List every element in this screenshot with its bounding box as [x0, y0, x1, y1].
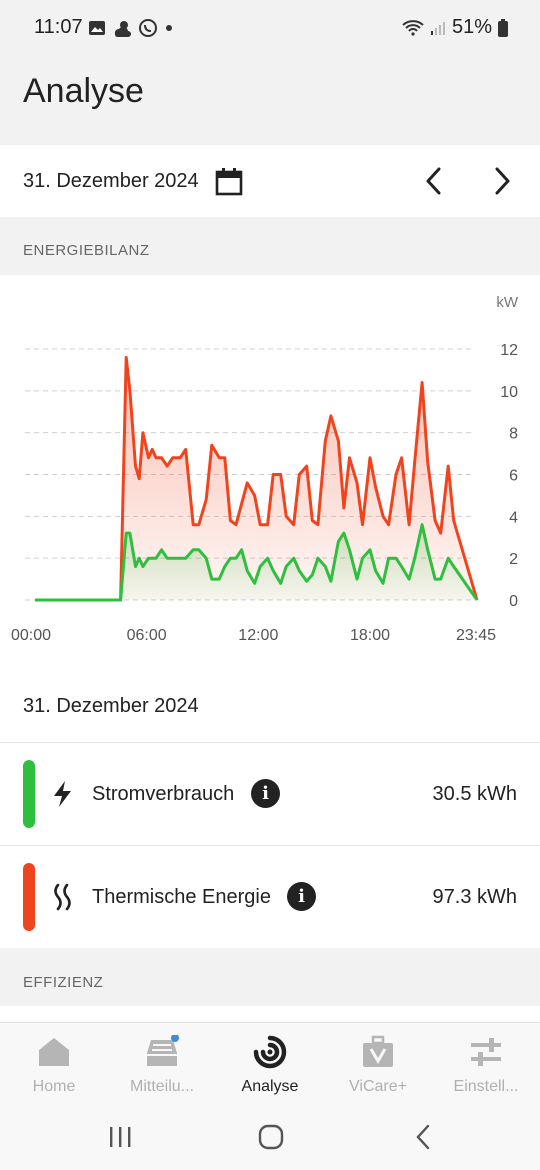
series-line — [35, 523, 479, 602]
x-tick-label: 06:00 — [127, 627, 167, 644]
bottom-navigation: Home Mitteilu... Analyse ViCare+ — [0, 1022, 540, 1106]
home-icon — [39, 1038, 69, 1066]
series-area — [35, 524, 477, 600]
x-tick-label: 12:00 — [238, 627, 278, 644]
thermische-energie-label: Thermische Energie — [92, 886, 271, 908]
y-unit-label: kW — [496, 294, 519, 311]
series-area — [35, 357, 477, 600]
series-color-indicator — [23, 760, 35, 828]
previous-day-button[interactable] — [420, 166, 450, 196]
signal-icon — [430, 21, 445, 35]
list-item-stromverbrauch[interactable]: Stromverbrauch i 30.5 kWh — [0, 742, 540, 845]
status-bar: 11:07 51% — [0, 0, 540, 56]
nav-messages-label: Mitteilu... — [129, 1078, 194, 1095]
whatsapp-icon — [139, 19, 157, 37]
dot-icon — [166, 25, 172, 31]
battery-icon — [498, 18, 508, 37]
energy-chart-panel: kW 12 10 8 6 4 2 0 00:00 06:00 12:00 18:00 23:45 — [0, 275, 540, 685]
divider — [0, 845, 540, 846]
list-item-thermische-energie[interactable]: Thermische Energie i 97.3 kWh — [0, 845, 540, 948]
wifi-icon — [402, 19, 424, 36]
status-right: 51% — [402, 16, 508, 39]
stromverbrauch-value: 30.5 kWh — [432, 783, 517, 805]
thermische-energie-value: 97.3 kWh — [432, 886, 517, 908]
info-icon[interactable]: i — [287, 882, 316, 911]
nav-messages[interactable]: Mitteilu... — [108, 1023, 216, 1107]
nav-home[interactable]: Home — [0, 1023, 108, 1107]
y-tick-label: 6 — [509, 468, 518, 485]
y-tick-label: 12 — [500, 342, 518, 359]
y-tick-label: 8 — [509, 426, 518, 443]
analyse-icon — [253, 1035, 287, 1069]
sliders-icon — [471, 1038, 501, 1066]
back-button[interactable] — [414, 1124, 432, 1150]
page-title: Analyse — [23, 72, 144, 110]
summary-date: 31. Dezember 2024 — [23, 695, 199, 717]
nav-settings-label: Einstell... — [453, 1078, 519, 1095]
home-button[interactable] — [258, 1124, 284, 1150]
lightning-icon — [54, 781, 71, 807]
x-tick-label: 23:45 — [456, 627, 496, 644]
inbox-icon — [147, 1035, 179, 1066]
calendar-icon[interactable] — [215, 167, 243, 197]
info-icon[interactable]: i — [251, 779, 280, 808]
x-tick-label: 00:00 — [11, 627, 51, 644]
notification-icons — [88, 18, 174, 38]
section-efficiency: EFFIZIENZ — [0, 948, 540, 1006]
summary-panel: 31. Dezember 2024 Stromverbrauch i 30.5 … — [0, 685, 540, 948]
selected-date[interactable]: 31. Dezember 2024 — [23, 170, 199, 192]
vicare-bag-icon — [363, 1035, 393, 1067]
stromverbrauch-label: Stromverbrauch — [92, 783, 235, 805]
date-selector: 31. Dezember 2024 — [0, 145, 540, 217]
series-line — [35, 355, 479, 602]
y-tick-label: 0 — [509, 593, 518, 610]
y-tick-label: 4 — [509, 509, 518, 526]
weather-icon — [114, 21, 131, 37]
next-day-button[interactable] — [486, 166, 516, 196]
nav-analyse[interactable]: Analyse — [216, 1023, 324, 1107]
nav-analyse-label: Analyse — [241, 1078, 299, 1095]
efficiency-panel — [0, 1006, 540, 1022]
y-tick-label: 10 — [500, 384, 518, 401]
gallery-icon — [89, 21, 105, 35]
section-energy-balance: ENERGIEBILANZ — [0, 217, 540, 275]
nav-vicare-plus[interactable]: ViCare+ — [324, 1023, 432, 1107]
heat-waves-icon — [54, 883, 71, 911]
divider — [0, 742, 540, 743]
battery-percent: 51% — [451, 16, 492, 38]
nav-home-label: Home — [32, 1078, 76, 1095]
status-time: 11:07 — [34, 16, 83, 38]
x-tick-label: 18:00 — [350, 627, 390, 644]
system-navigation-bar — [0, 1106, 540, 1170]
recent-apps-button[interactable] — [108, 1126, 132, 1148]
nav-vicare-plus-label: ViCare+ — [349, 1078, 407, 1095]
series-color-indicator — [23, 863, 35, 931]
nav-settings[interactable]: Einstell... — [432, 1023, 540, 1107]
energy-chart: kW 12 10 8 6 4 2 0 00:00 06:00 12:00 18:00 23:45 — [11, 294, 519, 644]
y-tick-label: 2 — [509, 551, 518, 568]
